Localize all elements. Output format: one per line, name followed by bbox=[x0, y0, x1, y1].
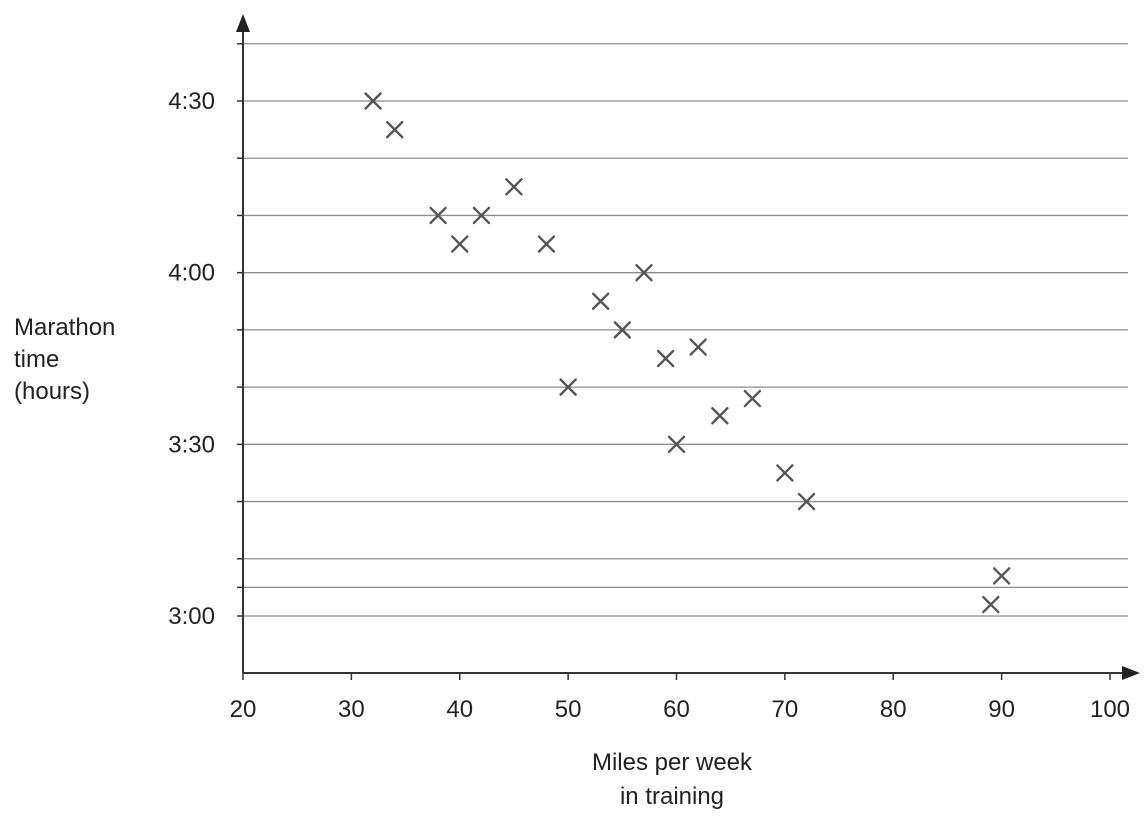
marker-stroke bbox=[711, 407, 729, 425]
x-tick-label: 60 bbox=[663, 696, 690, 723]
marker-stroke bbox=[591, 292, 610, 310]
y-tick-label: 3:00 bbox=[168, 603, 215, 630]
y-axis-title-line: Marathon bbox=[14, 314, 115, 341]
y-tick-label: 3:30 bbox=[168, 431, 215, 458]
data-point-marker bbox=[711, 407, 729, 425]
marker-stroke bbox=[364, 92, 382, 110]
x-tick-label: 80 bbox=[880, 696, 907, 723]
marker-stroke bbox=[472, 206, 491, 225]
data-point-marker bbox=[776, 464, 794, 482]
axis-titles: Marathon time (hours) Miles per week in trai… bbox=[14, 314, 753, 810]
gridlines bbox=[243, 43, 1128, 617]
marker-stroke bbox=[635, 263, 653, 282]
x-tick-label: 30 bbox=[338, 696, 365, 723]
x-tick-label: 50 bbox=[555, 696, 582, 723]
data-point-marker bbox=[982, 595, 1000, 614]
y-axis-title-line: time bbox=[14, 346, 59, 373]
axes bbox=[236, 14, 1140, 680]
marker-stroke bbox=[743, 389, 762, 408]
data-point-marker bbox=[364, 92, 382, 110]
data-point-marker bbox=[429, 206, 447, 225]
y-tick-label: 4:00 bbox=[168, 260, 215, 287]
data-point-marker bbox=[667, 435, 686, 454]
y-axis-title-line: (hours) bbox=[14, 378, 90, 405]
marker-stroke bbox=[559, 378, 577, 396]
data-point-marker bbox=[451, 235, 469, 253]
x-axis-title: Miles per week in training bbox=[592, 749, 753, 810]
data-point-marker bbox=[537, 235, 556, 253]
data-point-marker bbox=[797, 492, 816, 511]
x-axis-title-line: Miles per week bbox=[592, 749, 753, 776]
x-tick-label: 100 bbox=[1090, 696, 1130, 723]
marker-stroke bbox=[689, 338, 707, 356]
marker-stroke bbox=[797, 492, 816, 511]
data-point-marker bbox=[559, 378, 577, 396]
data-point-marker bbox=[505, 178, 523, 196]
marker-stroke bbox=[537, 235, 556, 253]
y-axis-arrow bbox=[236, 14, 250, 32]
y-axis-title: Marathon time (hours) bbox=[14, 314, 115, 405]
data-points bbox=[364, 92, 1011, 614]
x-axis-title-line: in training bbox=[620, 783, 724, 810]
marker-stroke bbox=[429, 206, 447, 225]
x-tick-label: 70 bbox=[772, 696, 799, 723]
y-tick-label: 4:30 bbox=[168, 88, 215, 115]
marker-stroke bbox=[776, 464, 794, 482]
data-point-marker bbox=[992, 567, 1011, 585]
marker-stroke bbox=[386, 120, 404, 139]
data-point-marker bbox=[743, 389, 762, 408]
x-tick-label: 90 bbox=[988, 696, 1015, 723]
marker-stroke bbox=[656, 349, 675, 368]
data-point-marker bbox=[472, 206, 491, 225]
marker-stroke bbox=[613, 321, 632, 339]
marker-stroke bbox=[451, 235, 469, 253]
data-point-marker bbox=[656, 349, 675, 368]
marker-stroke bbox=[505, 178, 523, 196]
x-axis-arrow bbox=[1122, 666, 1140, 680]
data-point-marker bbox=[635, 263, 653, 282]
marker-stroke bbox=[992, 567, 1011, 585]
data-point-marker bbox=[613, 321, 632, 339]
data-point-marker bbox=[591, 292, 610, 310]
data-point-marker bbox=[386, 120, 404, 139]
x-tick-label: 40 bbox=[446, 696, 473, 723]
marker-stroke bbox=[982, 595, 1000, 614]
x-tick-label: 20 bbox=[230, 696, 257, 723]
data-point-marker bbox=[689, 338, 707, 356]
marker-stroke bbox=[667, 435, 686, 454]
tick-labels: 20 30 40 50 60 70 80 90 100 3:00 3:30 4:00 4:30 bbox=[168, 88, 1130, 723]
